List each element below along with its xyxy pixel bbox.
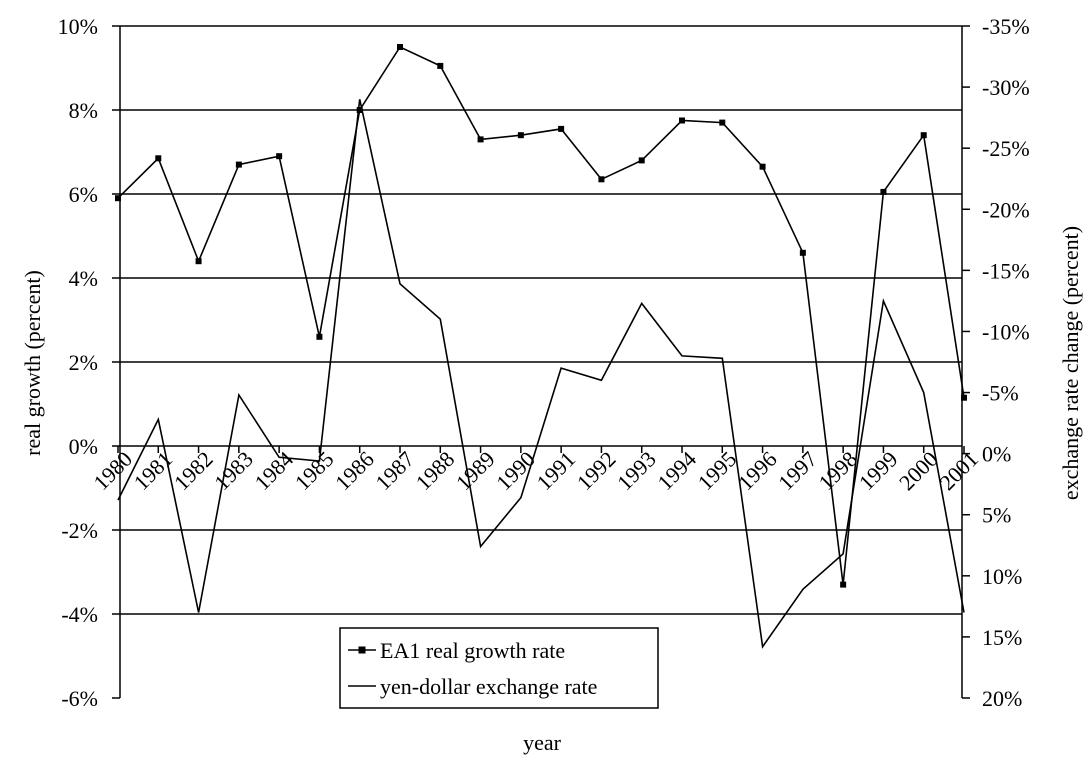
ea1-data-point [477, 136, 484, 143]
left-tick-label: 8% [69, 98, 98, 123]
right-tick-label: 10% [982, 564, 1022, 589]
year-label: 1997 [773, 446, 822, 495]
year-label: 1994 [652, 446, 701, 495]
legend-marker-ea1 [358, 646, 366, 654]
left-tick-label: 6% [69, 182, 98, 207]
ea1-data-point [880, 188, 887, 195]
series-markers [115, 44, 967, 588]
right-axis-title: exchange rate change (percent) [1058, 226, 1083, 500]
right-tick-label: 5% [982, 503, 1011, 528]
year-label: 1988 [411, 446, 460, 495]
year-label: 1990 [491, 446, 540, 495]
axes [117, 26, 965, 698]
ea1-data-point [638, 157, 645, 164]
year-label: 1982 [169, 446, 218, 495]
right-tick-label: -35% [982, 14, 1030, 39]
right-tick-label: -15% [982, 258, 1030, 283]
right-tick-label: -25% [982, 136, 1030, 161]
legend: EA1 real growth rate yen-dollar exchange… [339, 627, 659, 709]
ea1-data-point [961, 394, 967, 401]
left-tick-label: 2% [69, 350, 98, 375]
right-tick-label: 0% [982, 442, 1011, 467]
right-tick-label: -5% [982, 381, 1019, 406]
legend-box [339, 627, 659, 709]
year-label: 1992 [572, 446, 621, 495]
left-tick-label: 0% [69, 434, 98, 459]
left-tick-label: -4% [61, 602, 98, 627]
year-label: 1984 [249, 446, 298, 495]
ea1-data-point [517, 132, 524, 139]
ea1-data-point [759, 163, 766, 170]
ea1-data-point [920, 132, 927, 139]
ea1-data-point [155, 155, 162, 162]
left-axis-title: real growth (percent) [20, 270, 45, 456]
year-label: 1995 [693, 446, 742, 495]
year-label: 1991 [531, 446, 580, 495]
right-axis-ticks: 20% 15% 10% 5% 0% -5% -10% -15% -20% -25% -30% -35% [962, 14, 1030, 711]
ea1-data-point [437, 62, 444, 69]
year-label: 1981 [129, 446, 178, 495]
ea1-data-point [356, 107, 363, 113]
ea1-data-point [316, 333, 323, 340]
legend-label-yen: yen-dollar exchange rate [380, 674, 597, 699]
right-tick-label: -30% [982, 75, 1030, 100]
ea1-data-point [598, 176, 605, 183]
series-lines [117, 45, 965, 649]
legend-label-ea1: EA1 real growth rate [380, 638, 565, 663]
year-label: 1983 [209, 446, 258, 495]
right-tick-label: 20% [982, 686, 1022, 711]
left-tick-label: 10% [58, 14, 98, 39]
ea1-data-point [558, 125, 565, 132]
ea1-growth-line [117, 45, 965, 585]
right-tick-label: -10% [982, 319, 1030, 344]
ea1-data-point [799, 249, 806, 256]
year-label: 1993 [612, 446, 661, 495]
ea1-data-point [397, 44, 403, 50]
year-label: 1985 [290, 446, 339, 495]
yen-dollar-line [117, 99, 965, 649]
left-axis-ticks: -6% -4% -2% 0% 2% 4% 6% 8% 10% [58, 14, 120, 711]
right-tick-label: -20% [982, 197, 1030, 222]
year-label: 1986 [330, 446, 379, 495]
year-label: 1987 [370, 446, 419, 495]
ea1-data-point [840, 581, 847, 588]
left-tick-label: -2% [61, 518, 98, 543]
ea1-data-point [719, 119, 726, 126]
year-label: 1989 [451, 446, 500, 495]
gridlines [120, 25, 962, 615]
year-label: 1999 [854, 446, 903, 495]
ea1-data-point [235, 161, 242, 168]
ea1-data-point [195, 258, 202, 265]
ea1-data-point [276, 153, 283, 160]
x-axis-title: year [523, 730, 562, 755]
ea1-data-point [115, 195, 121, 202]
left-tick-label: 4% [69, 266, 98, 291]
ea1-data-point [679, 117, 685, 124]
left-tick-label: -6% [61, 686, 98, 711]
right-tick-label: 15% [982, 625, 1022, 650]
